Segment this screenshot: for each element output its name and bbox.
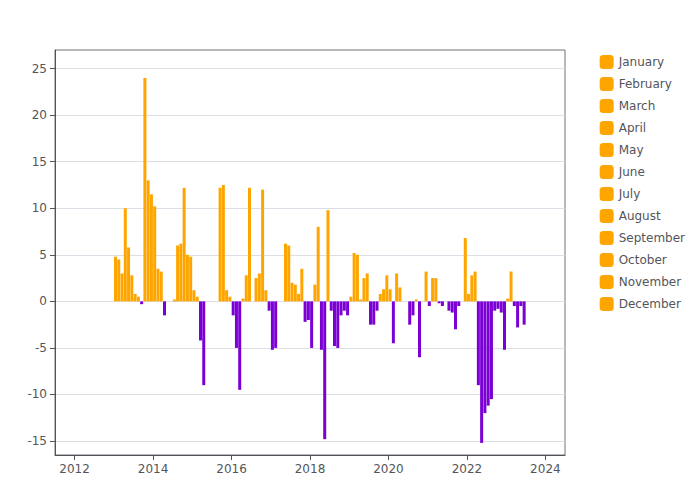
svg-text:2018: 2018 <box>295 462 326 476</box>
svg-text:2016: 2016 <box>216 462 247 476</box>
svg-text:15: 15 <box>32 155 47 169</box>
svg-text:May: May <box>619 143 644 157</box>
svg-text:5: 5 <box>39 248 47 262</box>
svg-text:April: April <box>619 121 646 135</box>
svg-text:25: 25 <box>32 62 47 76</box>
svg-text:July: July <box>618 187 641 201</box>
svg-text:0: 0 <box>39 294 47 308</box>
svg-text:10: 10 <box>32 201 47 215</box>
svg-text:2024: 2024 <box>530 462 561 476</box>
svg-text:November: November <box>619 275 681 289</box>
svg-text:-15: -15 <box>27 434 47 448</box>
svg-text:2020: 2020 <box>373 462 404 476</box>
svg-text:June: June <box>618 165 645 179</box>
svg-text:September: September <box>619 231 685 245</box>
svg-text:20: 20 <box>32 108 47 122</box>
svg-text:2014: 2014 <box>138 462 169 476</box>
svg-text:October: October <box>619 253 667 267</box>
svg-text:February: February <box>619 77 672 91</box>
svg-text:-10: -10 <box>27 387 47 401</box>
svg-text:January: January <box>618 55 665 69</box>
svg-text:August: August <box>619 209 661 223</box>
svg-text:-5: -5 <box>35 341 47 355</box>
svg-text:2022: 2022 <box>452 462 483 476</box>
svg-text:March: March <box>619 99 656 113</box>
svg-text:2012: 2012 <box>59 462 90 476</box>
svg-text:December: December <box>619 297 681 311</box>
